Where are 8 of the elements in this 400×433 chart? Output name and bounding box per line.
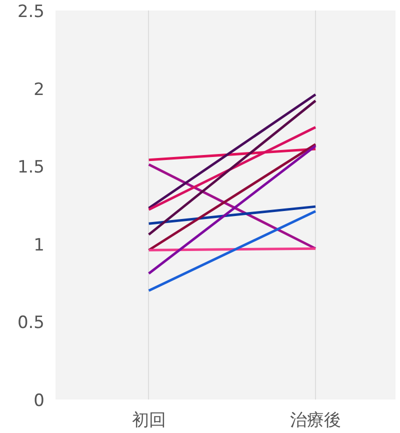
x-tick-label: 治療後 xyxy=(290,410,341,430)
y-tick-label: 0 xyxy=(34,391,45,411)
y-tick-label: 2 xyxy=(34,80,45,100)
x-tick-label: 初回 xyxy=(132,410,166,430)
y-tick-label: 1 xyxy=(34,235,45,256)
y-tick-label: 0.5 xyxy=(17,313,45,334)
y-tick-label: 1.5 xyxy=(17,158,45,178)
y-tick-label: 2.5 xyxy=(17,2,45,22)
